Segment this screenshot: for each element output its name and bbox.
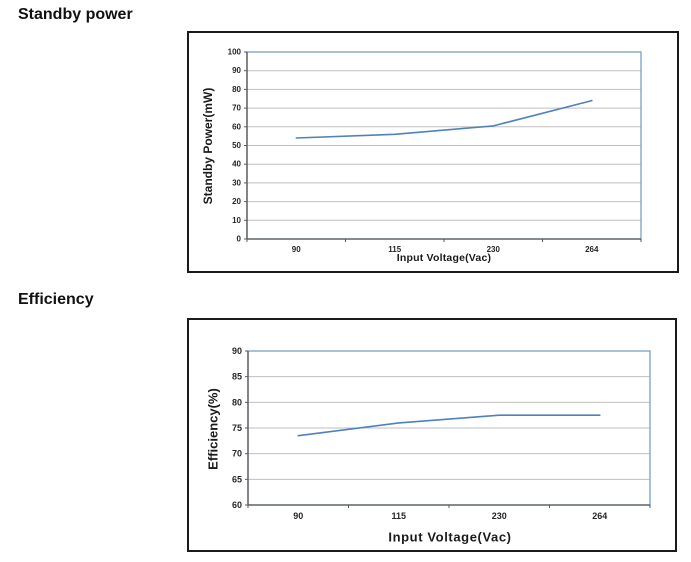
x-axis-title: Input Voltage(Vac) xyxy=(396,252,492,264)
series-line xyxy=(295,99,593,139)
y-tick-label: 60 xyxy=(232,122,241,131)
y-tick-label: 65 xyxy=(232,474,242,484)
x-tick-label: 90 xyxy=(292,245,301,254)
x-axis-title: Input Voltage(Vac) xyxy=(388,529,512,545)
efficiency-plot: 60 65 70 75 80 85 90 90 115 230 264 xyxy=(232,346,651,521)
y-tick-label: 40 xyxy=(232,160,241,169)
section-heading-efficiency: Efficiency xyxy=(18,291,94,308)
y-tick-label: 85 xyxy=(232,372,242,382)
x-tick-label: 115 xyxy=(391,511,406,521)
y-tick-label: 70 xyxy=(232,449,242,459)
y-axis-title: Efficiency(%) xyxy=(205,388,221,470)
y-tick-label: 10 xyxy=(232,216,241,225)
x-tick-label: 90 xyxy=(293,511,303,521)
x-tick-label: 230 xyxy=(492,511,507,521)
x-tick-label: 264 xyxy=(585,245,599,254)
y-tick-label: 90 xyxy=(232,66,241,75)
efficiency-chart: 60 65 70 75 80 85 90 90 115 230 264 Efficiency(%) … xyxy=(187,318,677,552)
y-tick-label: 0 xyxy=(237,235,242,244)
y-tick-label: 75 xyxy=(232,423,242,433)
section-heading-standby-power: Standby power xyxy=(18,6,133,23)
standby-power-plot: 0 10 20 30 40 50 60 70 80 90 100 90 115 230 264 xyxy=(228,48,642,254)
series-line xyxy=(297,414,601,437)
y-tick-label: 90 xyxy=(232,346,242,356)
y-tick-label: 70 xyxy=(232,104,241,113)
y-tick-label: 80 xyxy=(232,397,242,407)
y-tick-label: 100 xyxy=(228,48,242,57)
x-tick-label: 264 xyxy=(592,511,607,521)
y-tick-label: 30 xyxy=(232,178,241,187)
y-tick-label: 80 xyxy=(232,85,241,94)
y-tick-label: 60 xyxy=(232,500,242,510)
x-tick-label: 115 xyxy=(388,245,401,254)
x-tick-label: 230 xyxy=(487,245,501,254)
y-tick-label: 20 xyxy=(232,197,241,206)
y-tick-label: 50 xyxy=(232,141,241,150)
standby-power-chart: 0 10 20 30 40 50 60 70 80 90 100 90 115 230 264 Standb… xyxy=(187,31,679,273)
y-axis-title: Standby Power(mW) xyxy=(201,87,215,205)
